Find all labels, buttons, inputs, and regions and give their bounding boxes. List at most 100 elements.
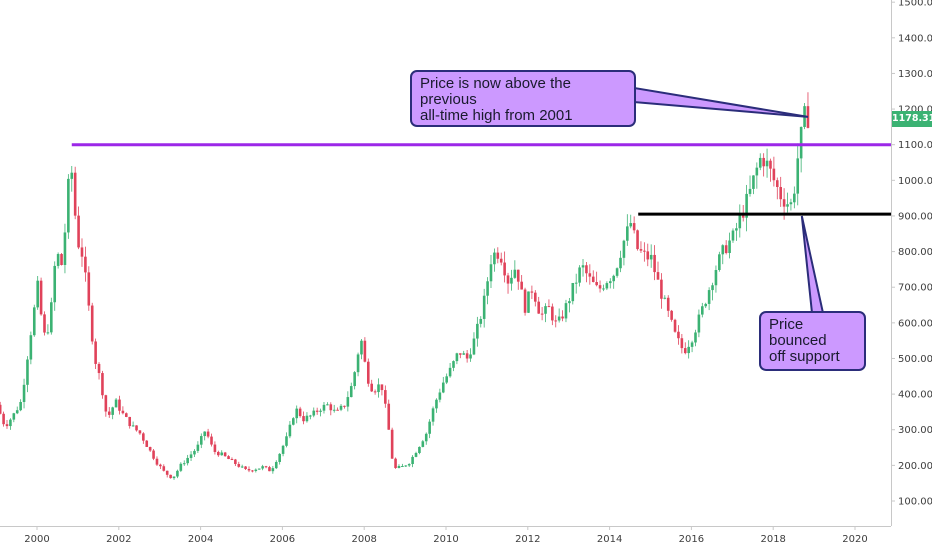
candle-up xyxy=(346,391,350,412)
candle-up xyxy=(36,276,39,310)
x-tick-label: 2010 xyxy=(433,534,458,545)
y-tick-label: 1000.00 xyxy=(898,176,932,187)
candle-down xyxy=(496,247,500,264)
candle-up xyxy=(793,186,796,209)
candle-up xyxy=(752,175,755,195)
candle-up xyxy=(274,460,278,470)
candle-up xyxy=(578,265,581,287)
y-tick-label: 1500.00 xyxy=(898,0,932,9)
x-tick-label: 2006 xyxy=(270,534,295,545)
candle-up xyxy=(288,421,292,439)
candle-down xyxy=(540,307,544,321)
candle-up xyxy=(199,433,203,449)
candle-down xyxy=(43,311,46,336)
candle-up xyxy=(322,401,326,414)
candle-up xyxy=(745,184,748,232)
x-tick-label: 2004 xyxy=(188,534,213,545)
x-tick-label: 2002 xyxy=(106,534,131,545)
candle-up xyxy=(469,348,472,362)
candle-down xyxy=(5,420,9,429)
candle-up xyxy=(295,405,299,424)
candle-up xyxy=(452,360,455,372)
candle-up xyxy=(326,402,329,406)
x-axis: 2000 2002 2004 2006 2008 2010 2012 2014 2016 2018… xyxy=(24,526,868,545)
candle-down xyxy=(370,379,373,393)
candle-down xyxy=(465,349,469,363)
candle-down xyxy=(503,251,506,283)
candle-down xyxy=(537,296,541,314)
candle-up xyxy=(424,432,428,445)
candles xyxy=(0,92,810,480)
candle-up xyxy=(448,363,452,378)
candle-down xyxy=(162,464,166,472)
x-tick-label: 2014 xyxy=(597,534,622,545)
y-axis: 100.00 200.00 300.00 400.00 500.00 600.00 700.… xyxy=(891,0,932,508)
candle-up xyxy=(493,248,496,272)
candle-up xyxy=(697,309,701,338)
candle-down xyxy=(210,433,213,447)
candle-down xyxy=(121,406,125,415)
candle-down xyxy=(632,216,636,234)
candle-up xyxy=(489,254,493,288)
candle-down xyxy=(683,342,687,355)
candle-up xyxy=(254,468,258,473)
candle-up xyxy=(305,412,309,423)
candle-up xyxy=(182,460,186,466)
candle-up xyxy=(728,232,731,259)
candle-up xyxy=(29,331,33,365)
candle-up xyxy=(649,244,653,268)
candle-up xyxy=(50,297,53,335)
candle-down xyxy=(138,430,142,435)
candle-down xyxy=(643,242,646,262)
candle-up xyxy=(513,260,517,279)
candle-up xyxy=(486,277,489,305)
candle-down xyxy=(459,353,462,359)
candle-down xyxy=(390,427,394,459)
candle-down xyxy=(155,456,159,467)
candle-up xyxy=(544,303,547,323)
candle-up xyxy=(707,287,711,311)
candle-down xyxy=(670,309,673,322)
candle-down xyxy=(302,411,305,425)
candle-down xyxy=(97,362,101,380)
y-tick-label: 100.00 xyxy=(898,497,932,508)
candle-down xyxy=(87,266,91,311)
candle-down xyxy=(775,177,779,200)
candle-up xyxy=(704,302,708,309)
candle-down xyxy=(223,451,227,457)
candle-up xyxy=(111,406,114,420)
candle-down xyxy=(561,310,564,322)
candle-down xyxy=(762,153,765,177)
candle-up xyxy=(312,407,316,418)
candle-down xyxy=(499,252,503,266)
candle-up xyxy=(687,340,690,359)
y-tick-label: 600.00 xyxy=(898,318,932,329)
candle-up xyxy=(799,126,803,173)
candle-down xyxy=(551,303,554,326)
candle-down xyxy=(523,287,527,316)
annotation-above-ath: Price is now above the previous all-time… xyxy=(410,70,636,127)
candle-up xyxy=(377,378,380,398)
candle-up xyxy=(285,432,288,448)
y-tick-label: 200.00 xyxy=(898,461,932,472)
candle-up xyxy=(19,399,22,412)
candle-down xyxy=(554,315,558,328)
candle-down xyxy=(148,446,152,452)
candle-down xyxy=(230,457,234,461)
candle-down xyxy=(677,325,680,345)
annotation-support-text: Price bounced off support xyxy=(769,316,840,365)
candle-up xyxy=(67,174,70,239)
candle-up xyxy=(193,449,196,457)
y-tick-label: 1200.00 xyxy=(898,105,932,116)
candle-up xyxy=(557,308,561,323)
candle-up xyxy=(220,450,224,456)
candle-down xyxy=(264,465,268,469)
candle-up xyxy=(619,250,622,273)
candle-down xyxy=(169,474,172,479)
candle-down xyxy=(251,469,254,473)
candle-down xyxy=(159,463,162,470)
candle-down xyxy=(653,245,656,281)
candle-down xyxy=(142,432,145,444)
candle-up xyxy=(602,284,605,292)
y-tick-label: 800.00 xyxy=(898,247,932,258)
